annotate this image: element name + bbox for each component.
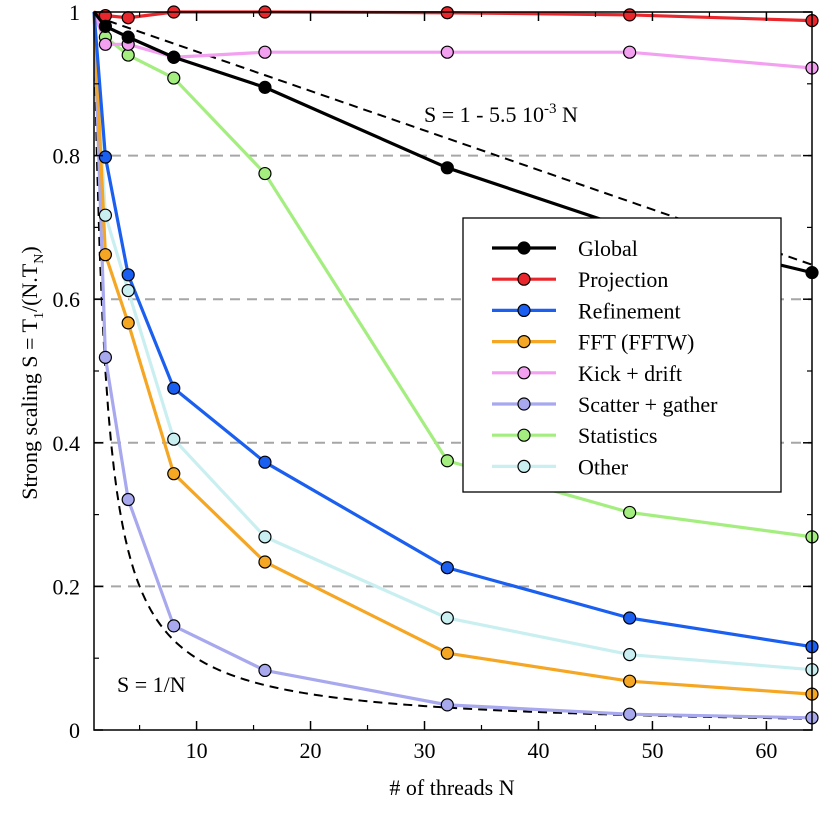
x-tick-label: 40 [527, 738, 549, 763]
legend-label: Statistics [578, 423, 657, 448]
data-point [623, 674, 637, 688]
data-point [440, 698, 454, 712]
y-tick-label: 0.4 [53, 431, 81, 456]
legend-label: Other [578, 454, 629, 479]
x-tick-label: 60 [755, 738, 777, 763]
data-point [98, 19, 112, 33]
legend-marker [517, 397, 531, 411]
y-axis-label: Strong scaling S = T1/(N.TN) [17, 246, 47, 499]
legend-marker [517, 366, 531, 380]
legend-label: FFT (FFTW) [578, 330, 694, 355]
y-tick-label: 1 [69, 0, 80, 25]
data-point [121, 283, 135, 298]
data-point [623, 707, 637, 721]
data-point [121, 316, 135, 330]
data-point [121, 492, 135, 507]
data-point [623, 8, 637, 22]
series-line [92, 11, 813, 672]
legend-label: Scatter + gather [578, 392, 718, 417]
y-tick-label: 0.2 [53, 574, 81, 599]
y-axis-label-sub1: 1 [32, 312, 47, 319]
data-point [623, 45, 637, 59]
legend-marker [517, 303, 531, 317]
data-point [440, 45, 454, 59]
y-tick-label: 0.8 [53, 144, 81, 169]
y-tick-label: 0 [69, 718, 80, 743]
legend-label: Projection [578, 267, 668, 292]
data-point [98, 150, 112, 164]
x-tick-label: 10 [186, 738, 208, 763]
data-point [167, 50, 181, 64]
data-point [98, 350, 112, 364]
y-axis-label-end: ) [17, 246, 42, 253]
data-point [121, 11, 135, 25]
x-tick-label: 30 [414, 738, 436, 763]
legend-marker [517, 428, 531, 442]
data-point [167, 432, 181, 446]
data-point [440, 646, 454, 660]
legend-label: Refinement [578, 298, 681, 323]
data-point [258, 555, 272, 569]
series-line [92, 11, 813, 696]
data-point [167, 467, 181, 481]
data-point [258, 455, 272, 469]
y-axis-label-sub2: N [32, 254, 47, 264]
data-point [167, 619, 181, 633]
data-point [121, 30, 135, 44]
data-point [258, 45, 272, 59]
data-point [623, 505, 637, 520]
legend-label: Global [578, 236, 638, 261]
series-line [92, 11, 813, 720]
legend-marker [517, 241, 531, 255]
series-line [92, 11, 813, 70]
legend-marker [517, 335, 531, 349]
annotation-inverse: S = 1/N [117, 672, 186, 697]
series-line [92, 11, 813, 649]
x-tick-label: 50 [641, 738, 663, 763]
legend-label: Kick + drift [578, 361, 682, 386]
data-point [98, 208, 112, 222]
annotation-linear-fit: S = 1 - 5.5 10-3 N [424, 101, 578, 127]
axis-ticks: 10 20 30 40 50 60 0 0.2 0.4 0.6 0.8 1 [53, 0, 812, 763]
data-point [440, 161, 454, 175]
y-axis-label-mid: /(N.T [17, 263, 42, 312]
data-point [623, 648, 637, 662]
x-tick-label: 20 [300, 738, 322, 763]
y-axis-label-main: Strong scaling S = T [17, 318, 42, 499]
legend-box [462, 217, 782, 493]
data-point [623, 611, 637, 625]
data-point [258, 530, 272, 544]
data-point [258, 166, 272, 181]
data-point [98, 248, 112, 262]
data-point [167, 381, 181, 395]
data-point [98, 37, 112, 51]
data-point [167, 71, 181, 85]
data-point [258, 80, 272, 94]
data-point [258, 663, 272, 678]
data-point [440, 454, 454, 468]
x-axis-label: # of threads N [389, 775, 514, 800]
legend-marker [517, 272, 531, 286]
data-point [440, 561, 454, 575]
data-point [121, 268, 135, 282]
legend: Global Projection Refinement FFT (FFTW) Kick… [462, 217, 782, 493]
data-point [440, 611, 454, 625]
annotations: S = 1 - 5.5 10-3 N S = 1/N [117, 101, 578, 697]
y-tick-label: 0.6 [53, 287, 81, 312]
legend-marker [517, 459, 531, 473]
